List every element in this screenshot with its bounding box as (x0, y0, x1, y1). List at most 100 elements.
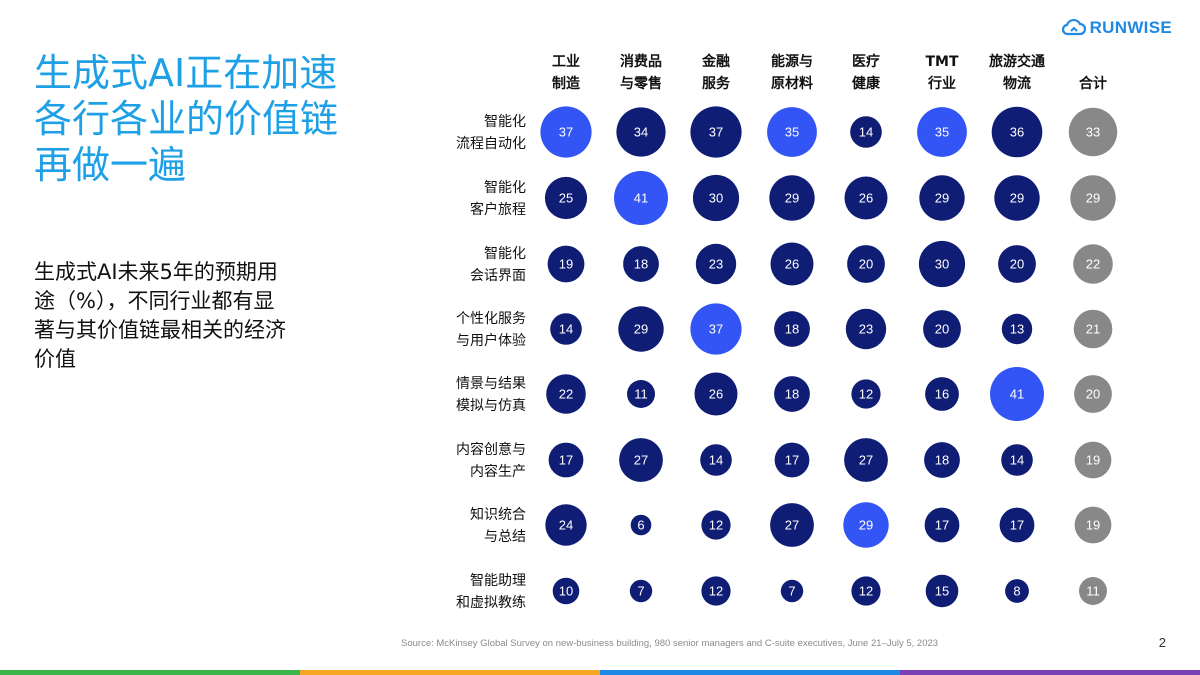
value-bubble (627, 380, 655, 408)
bubble-value-label: 8 (1013, 584, 1020, 599)
row-label: 和虚拟教练 (456, 595, 526, 611)
value-bubble (770, 503, 814, 547)
bubble-value-label: 29 (859, 518, 873, 533)
subtitle: 生成式AI未来5年的预期用 途（%），不同行业都有显 著与其价值链最相关的经济 … (34, 258, 364, 374)
row-label: 会话界面 (470, 268, 526, 284)
bubble-value-label: 13 (1010, 322, 1024, 337)
bubble-value-label: 36 (1010, 125, 1024, 140)
bubble-value-label: 35 (785, 125, 799, 140)
bubble-value-label: 19 (559, 257, 573, 272)
value-bubble (695, 243, 737, 285)
value-bubble (700, 444, 732, 476)
value-bubble (629, 579, 653, 603)
value-bubble (614, 171, 668, 225)
bubble-value-label: 20 (1086, 387, 1100, 402)
column-header: 消费品 (620, 53, 662, 70)
value-bubble (770, 242, 814, 286)
bubble-value-label: 26 (859, 191, 873, 206)
row-label: 内容创意与 (456, 441, 526, 458)
value-bubble (923, 310, 961, 348)
value-bubble (774, 376, 810, 412)
value-bubble (991, 106, 1043, 158)
row-label: 智能化 (484, 180, 526, 196)
value-bubble (690, 303, 742, 355)
value-bubble (545, 504, 587, 546)
bubble-value-label: 26 (709, 387, 723, 402)
total-bubble (1073, 244, 1113, 284)
value-bubble (919, 175, 965, 221)
cloud-logo-icon (1061, 18, 1086, 36)
column-header: 合计 (1079, 75, 1107, 92)
bubble-value-label: 11 (1086, 584, 1100, 599)
column-header: TMT (925, 54, 958, 70)
value-bubble (847, 245, 885, 283)
footer-color-bar (0, 670, 1200, 675)
value-bubble (851, 576, 881, 606)
bubble-value-label: 34 (634, 125, 648, 140)
value-bubble (844, 176, 888, 220)
bubble-value-label: 12 (859, 387, 873, 402)
value-bubble (548, 442, 584, 478)
bubble-value-label: 27 (859, 453, 873, 468)
value-bubble (619, 438, 663, 482)
bubble-value-label: 23 (859, 322, 873, 337)
bubble-value-label: 20 (1010, 257, 1024, 272)
bubble-value-label: 11 (634, 387, 648, 402)
value-bubble (690, 106, 742, 158)
bubble-value-label: 22 (1086, 257, 1100, 272)
value-bubble (630, 514, 652, 536)
column-header: 物流 (1003, 75, 1031, 92)
subtitle-line: 价值 (34, 347, 76, 371)
value-bubble (990, 367, 1044, 421)
footer-segment (0, 670, 300, 675)
bubble-value-label: 17 (1010, 518, 1024, 533)
column-header: 旅游交通 (989, 53, 1045, 70)
total-bubble (1070, 175, 1116, 221)
column-header: 工业 (552, 54, 580, 70)
value-bubble (1001, 313, 1033, 345)
bubble-value-label: 29 (935, 191, 949, 206)
column-header: 原材料 (771, 75, 813, 92)
bubble-value-label: 14 (559, 322, 573, 337)
bubble-value-label: 22 (559, 387, 573, 402)
subtitle-line: 途（%），不同行业都有显 (34, 289, 275, 313)
bubble-value-label: 12 (859, 584, 873, 599)
row-label: 个性化服务 (456, 311, 526, 327)
value-bubble (844, 438, 888, 482)
bubble-value-label: 14 (709, 453, 723, 468)
column-header: 金融 (701, 53, 730, 70)
brand-name: RUNWISE (1089, 18, 1172, 37)
value-bubble (544, 176, 588, 220)
bubble-value-label: 27 (634, 453, 648, 468)
bubble-value-label: 7 (637, 584, 644, 599)
footer-segment (300, 670, 600, 675)
bubble-value-label: 17 (785, 453, 799, 468)
row-label: 情景与结果 (456, 376, 526, 392)
value-bubble (540, 106, 592, 158)
bubble-value-label: 18 (785, 387, 799, 402)
value-bubble (552, 577, 580, 605)
value-bubble (994, 175, 1040, 221)
row-label: 智能助理 (470, 573, 526, 589)
bubble-value-label: 35 (935, 125, 949, 140)
bubble-value-label: 16 (935, 387, 949, 402)
bubble-value-label: 10 (559, 584, 573, 599)
row-label: 知识统合 (470, 506, 526, 523)
bubble-value-label: 12 (709, 584, 723, 599)
bubble-value-label: 29 (1086, 191, 1100, 206)
value-bubble (845, 308, 887, 350)
total-bubble (1079, 577, 1107, 605)
bubble-value-label: 29 (634, 322, 648, 337)
total-bubble (1068, 107, 1118, 157)
value-bubble (843, 502, 889, 548)
total-bubble (1073, 309, 1113, 349)
bubble-value-label: 30 (935, 257, 949, 272)
value-bubble (546, 374, 586, 414)
bubble-value-label: 20 (859, 257, 873, 272)
bubble-value-label: 6 (637, 518, 644, 533)
value-bubble (924, 442, 960, 478)
bubble-value-label: 29 (785, 191, 799, 206)
total-bubble (1074, 375, 1112, 413)
row-label: 内容生产 (470, 463, 526, 480)
